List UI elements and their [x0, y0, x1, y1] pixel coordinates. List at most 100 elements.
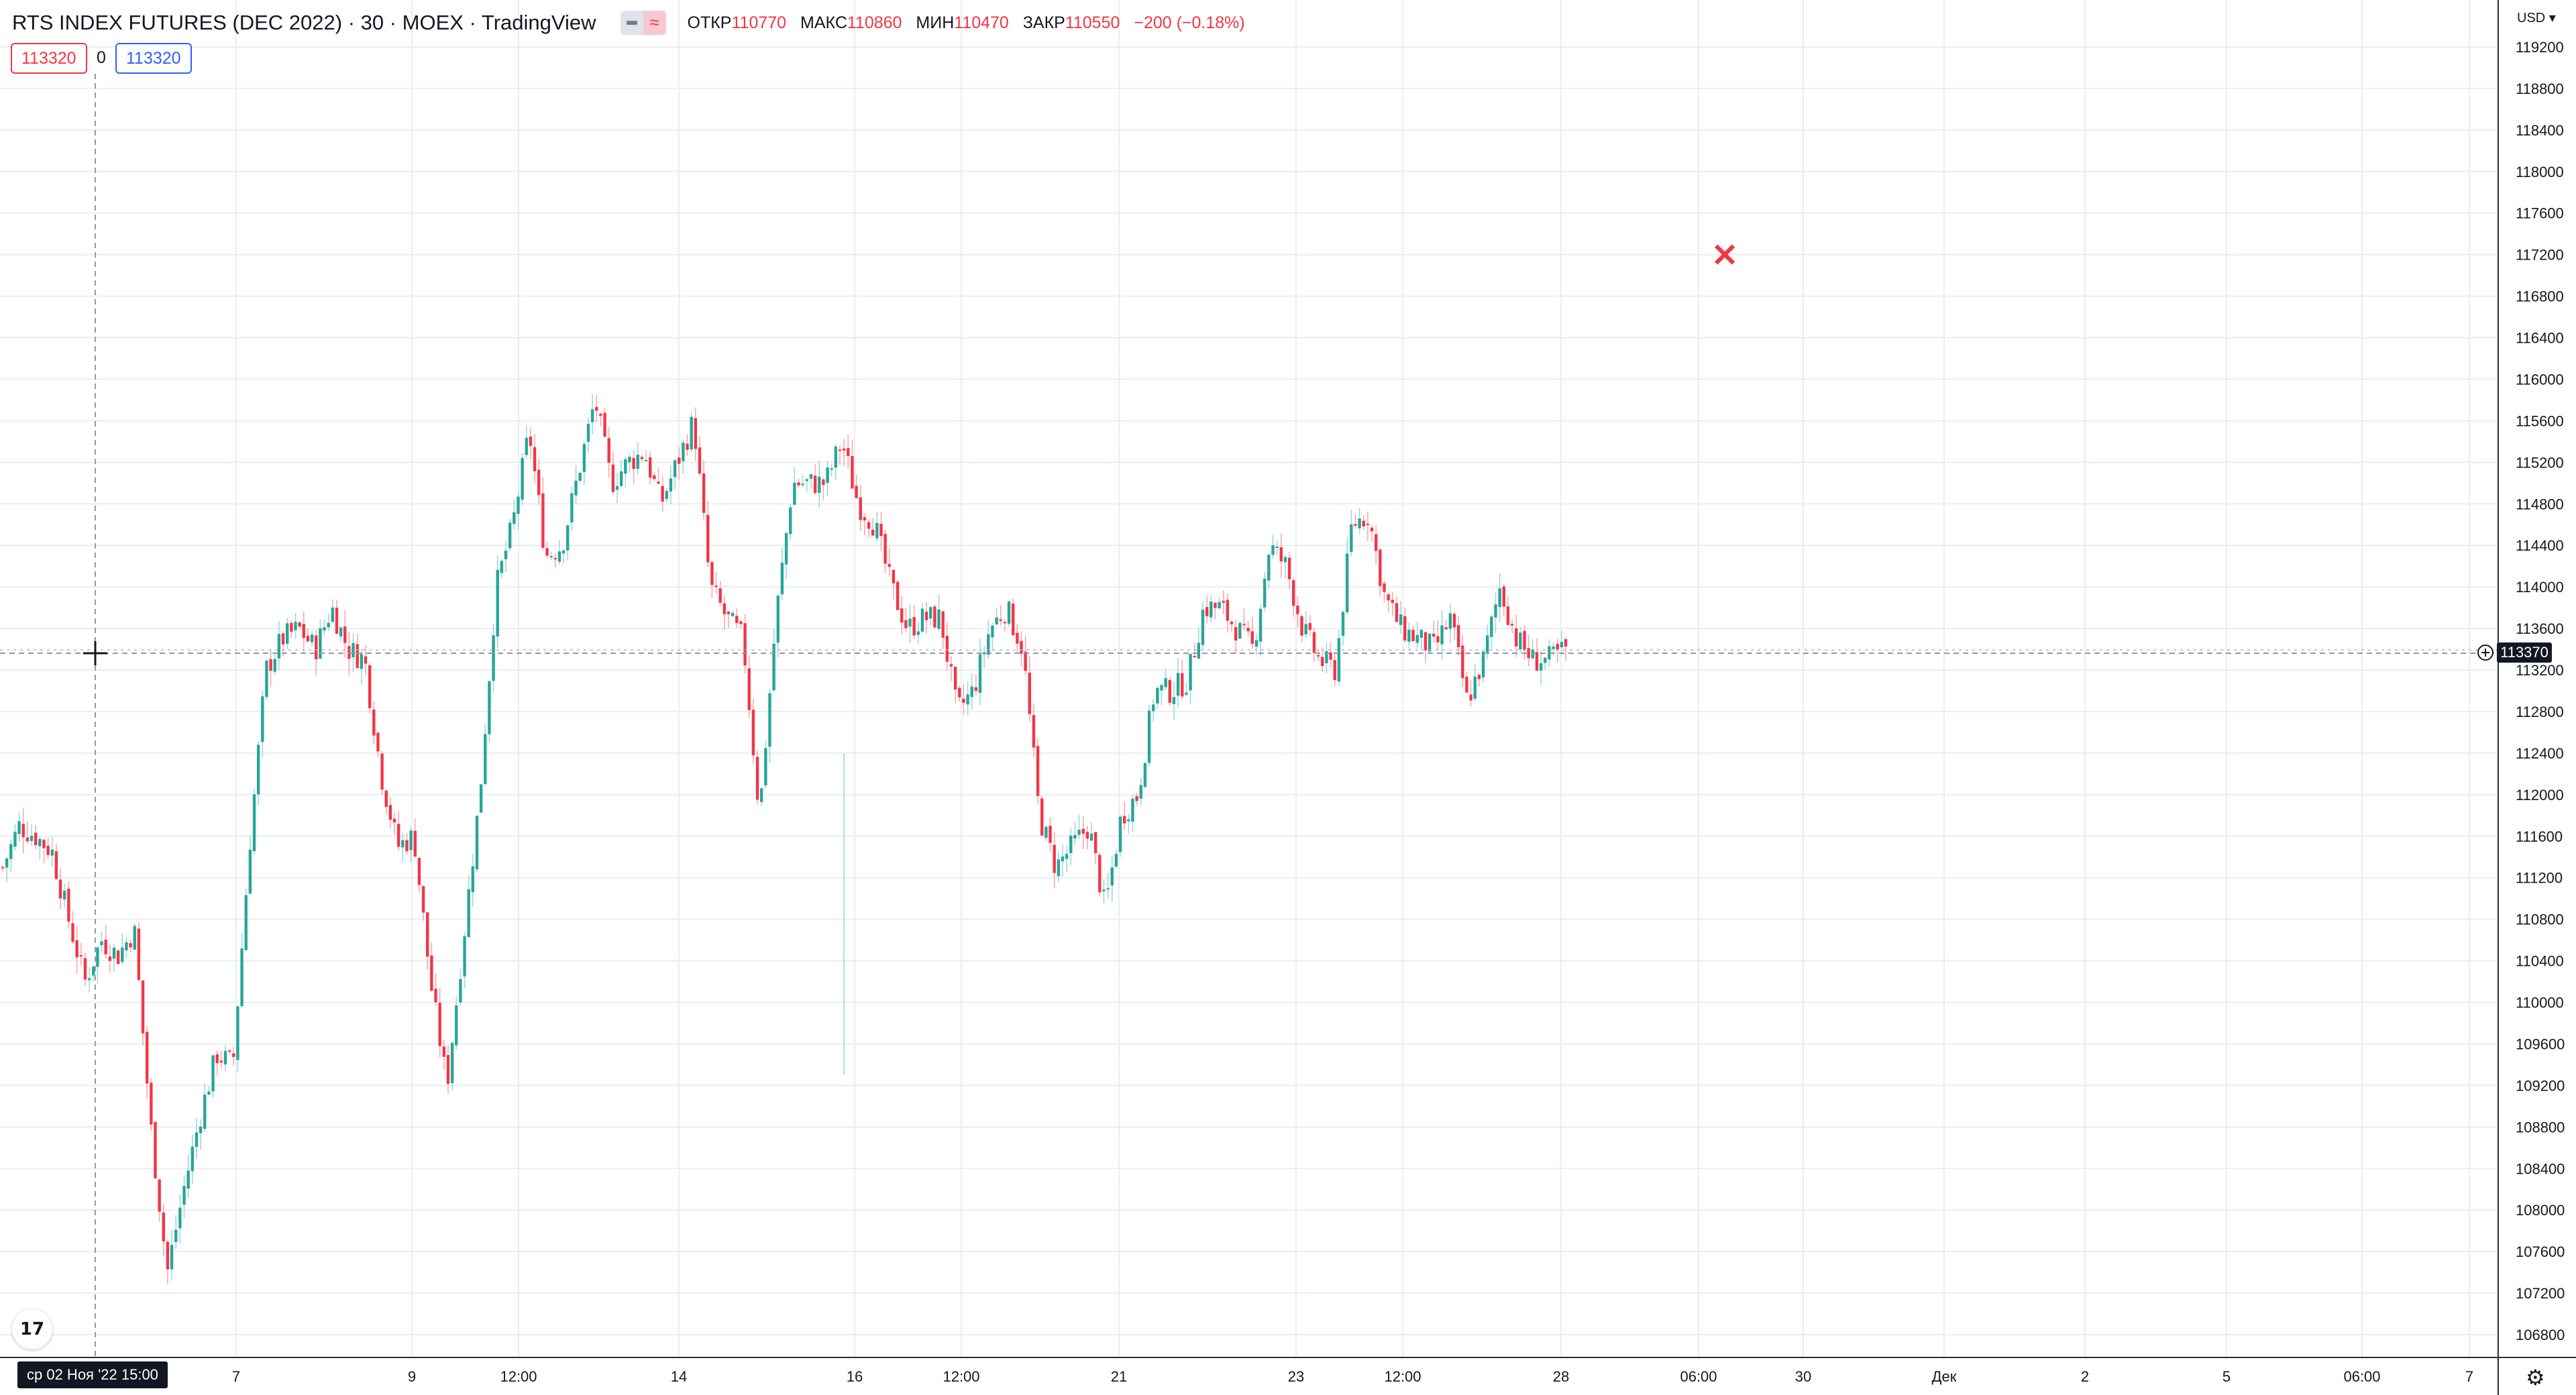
indicator-value-blue[interactable]: 113320 — [115, 43, 192, 74]
price-tick-label: 117200 — [2516, 247, 2564, 264]
price-tick-label: 109600 — [2516, 1036, 2565, 1052]
price-tick-label: 114800 — [2516, 496, 2564, 512]
candle-body — [1020, 640, 1023, 654]
candle-body — [1411, 630, 1415, 642]
candle-body — [1316, 655, 1320, 657]
price-tick-label: 107200 — [2516, 1285, 2565, 1302]
candle-body — [813, 476, 817, 493]
price-tick-label: 106800 — [2516, 1327, 2565, 1343]
candle-body — [1267, 555, 1271, 581]
candle-body — [978, 654, 982, 693]
candle-body — [335, 608, 339, 634]
time-tick-label: 06:00 — [2343, 1368, 2380, 1385]
high-value: 110860 — [847, 13, 902, 32]
candle-body — [1065, 854, 1069, 859]
candle-body — [797, 482, 800, 486]
candle-body — [772, 643, 775, 691]
candle-body — [360, 654, 364, 669]
candle-body — [1275, 546, 1279, 548]
candle-body — [694, 418, 698, 449]
time-tick-label: 9 — [408, 1368, 416, 1385]
candle-body — [352, 643, 355, 657]
cross-marker-icon[interactable]: ✕ — [1711, 238, 1739, 274]
candle-body — [822, 479, 825, 486]
candle-body — [1210, 601, 1213, 618]
price-tick-label: 108400 — [2516, 1160, 2565, 1177]
candle-body — [1222, 600, 1225, 603]
gear-icon[interactable]: ⚙ — [2526, 1365, 2545, 1390]
candle-body — [484, 734, 487, 784]
candle-body — [1432, 634, 1436, 637]
price-tick-label: 108800 — [2516, 1119, 2565, 1135]
currency-selector[interactable]: USD ▾ — [2517, 9, 2556, 26]
candle-body — [1098, 854, 1102, 893]
candle-body — [793, 482, 796, 505]
candle-body — [252, 794, 256, 851]
candle-body — [463, 936, 466, 976]
candle-body — [492, 635, 495, 681]
candle-body — [1358, 518, 1361, 528]
candle-body — [1197, 643, 1201, 659]
candle-body — [96, 947, 99, 967]
candle-body — [1481, 651, 1485, 678]
candle-body — [1152, 704, 1155, 712]
candle-body — [25, 837, 30, 842]
candle-body — [1049, 826, 1052, 843]
candle-body — [561, 550, 566, 554]
candle-body — [1333, 660, 1336, 680]
candle-body — [945, 635, 949, 662]
candle-body — [294, 622, 297, 630]
add-plus-icon[interactable] — [2477, 645, 2493, 661]
candle-body — [949, 664, 953, 667]
candle-body — [417, 858, 421, 885]
candle-body — [999, 619, 1002, 621]
candle-body — [908, 618, 912, 627]
price-tick-label: 116000 — [2516, 371, 2564, 388]
approx-icon[interactable]: ≈ — [643, 11, 666, 35]
candle-body — [133, 926, 136, 950]
indicator-toggle[interactable]: ≈ — [620, 11, 666, 35]
chart-header: RTS INDEX FUTURES (DEC 2022) · 30 · MOEX… — [12, 8, 1254, 38]
candle-body — [1263, 578, 1267, 608]
indicator-value-red[interactable]: 113320 — [11, 43, 87, 74]
time-tick-label: 5 — [2222, 1368, 2231, 1385]
candle-body — [17, 821, 21, 834]
candle-body — [1329, 652, 1332, 660]
candle-body — [731, 612, 735, 616]
candle-body — [751, 710, 755, 756]
tradingview-logo-icon[interactable]: 17 — [12, 1309, 52, 1349]
candle-body — [319, 628, 322, 659]
candle-body — [1254, 640, 1258, 647]
candle-body — [953, 667, 957, 689]
candle-body — [199, 1126, 203, 1133]
candle-body — [640, 457, 644, 459]
candle-body — [1337, 638, 1341, 682]
candle-body — [1424, 632, 1428, 651]
minus-icon[interactable] — [620, 11, 643, 35]
candle-body — [376, 732, 380, 752]
candle-body — [121, 947, 124, 962]
candle-body — [636, 454, 639, 469]
candle-body — [557, 551, 561, 562]
candle-body — [892, 569, 896, 583]
candle-body — [137, 928, 141, 981]
candle-body — [1436, 636, 1440, 643]
candle-body — [244, 895, 248, 950]
candle-body — [150, 1082, 153, 1125]
candle-body — [30, 836, 34, 841]
candle-body — [1181, 673, 1184, 697]
symbol-title[interactable]: RTS INDEX FUTURES (DEC 2022) · 30 · MOEX… — [12, 11, 596, 34]
candle-body — [116, 950, 120, 964]
candle-body — [644, 459, 648, 461]
candle-body — [9, 844, 13, 859]
candle-body — [1193, 656, 1196, 658]
candle-body — [1093, 832, 1097, 853]
candle-body — [1176, 673, 1180, 696]
candle-body — [661, 486, 664, 502]
candle-body — [343, 626, 347, 643]
candle-body — [421, 886, 425, 913]
candle-body — [1444, 627, 1448, 630]
candle-body — [1527, 648, 1530, 659]
candle-body — [384, 790, 388, 807]
